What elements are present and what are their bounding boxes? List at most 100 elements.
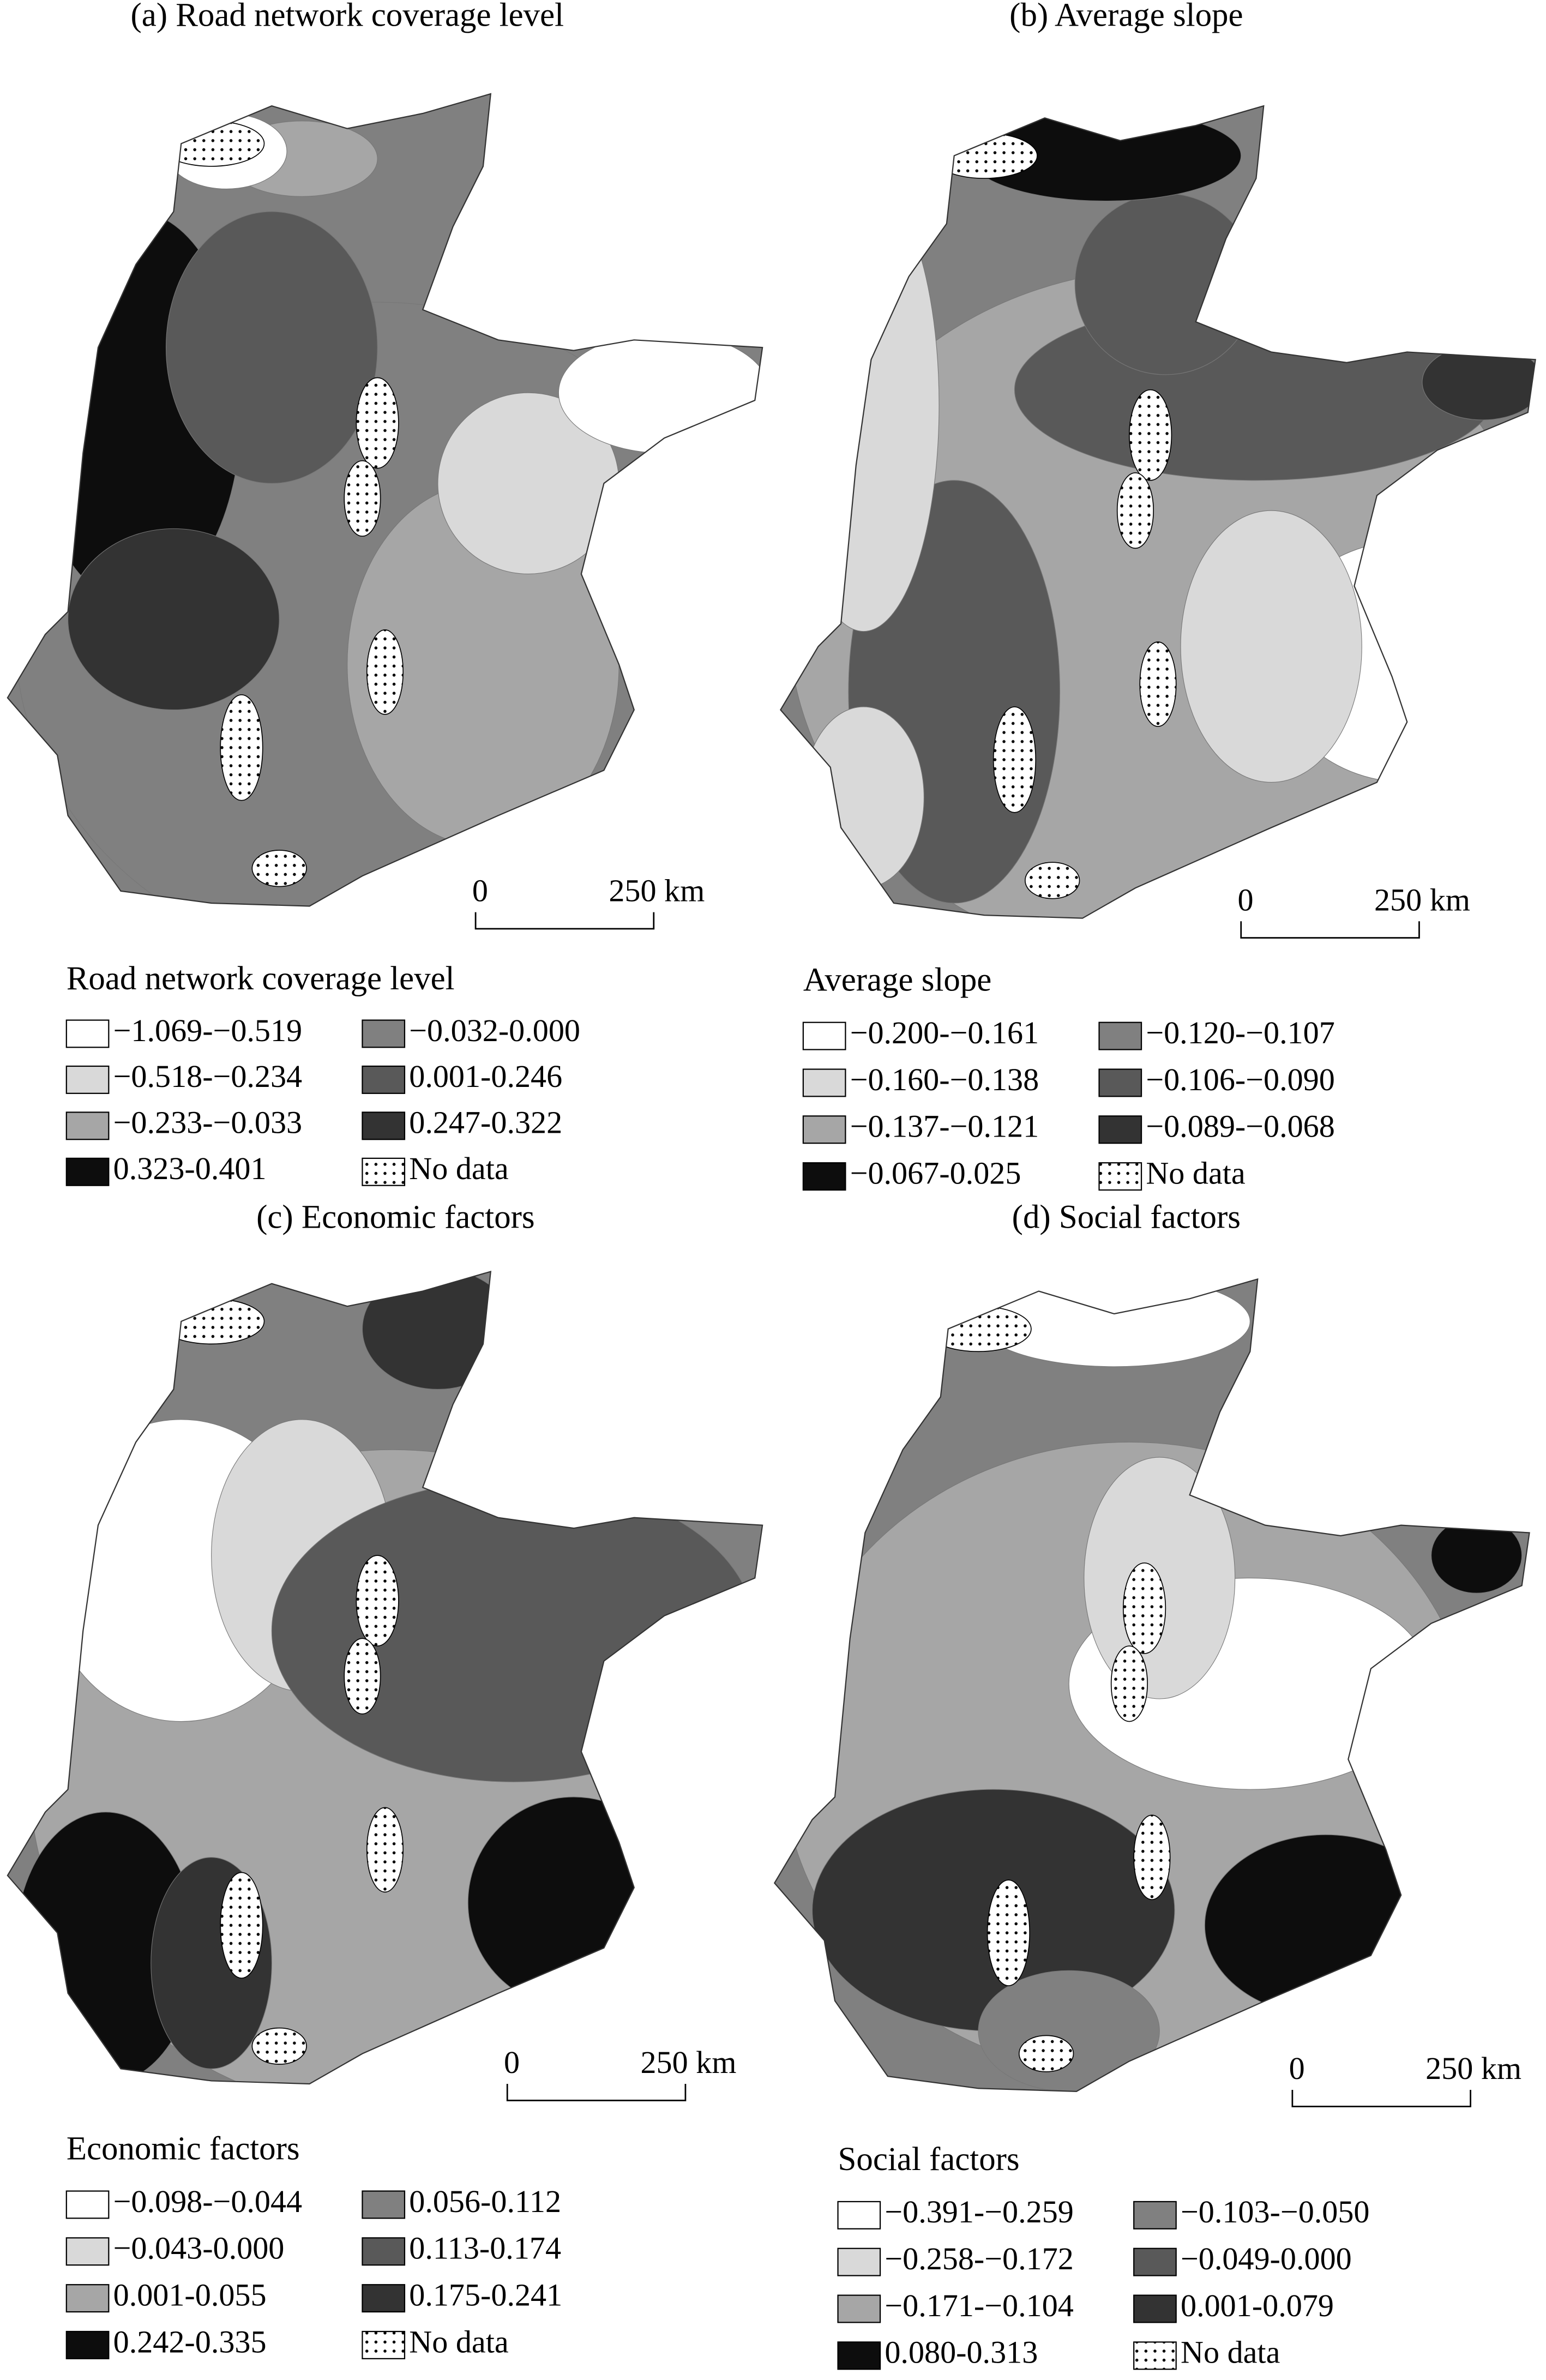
legend-swatch	[802, 1021, 846, 1050]
legend-swatch	[65, 2284, 110, 2313]
legend-label: −0.171-−0.104	[885, 2288, 1073, 2323]
legend-swatch	[65, 2237, 110, 2266]
panel-title: (c) Economic factors	[256, 1199, 535, 1235]
no-data-area	[366, 1807, 404, 1893]
no-data-area	[251, 850, 307, 887]
legend-swatch	[802, 1115, 846, 1144]
no-data-area	[158, 1298, 265, 1345]
no-data-area	[986, 1879, 1030, 1986]
no-data-area	[366, 629, 404, 715]
map-regions	[774, 1279, 1530, 2091]
legend-swatch	[1098, 1068, 1142, 1097]
legend-swatch	[1133, 2247, 1177, 2276]
legend-label: −0.518-−0.234	[113, 1059, 302, 1094]
no-data-area	[1025, 862, 1080, 899]
region	[978, 1970, 1160, 2091]
map-regions	[780, 106, 1536, 918]
legend-swatch	[362, 1065, 406, 1094]
legend-label: −0.137-−0.121	[850, 1109, 1039, 1144]
legend-label: −0.233-−0.033	[113, 1105, 302, 1140]
no-data-area	[220, 1872, 263, 1979]
no-data-area	[344, 1638, 381, 1715]
scale-zero: 0	[472, 873, 488, 909]
region	[467, 1796, 680, 2009]
scale-bar	[506, 2083, 687, 2101]
scale-label: 250 km	[609, 873, 705, 909]
legend-title: Road network coverage level	[67, 960, 455, 997]
legend-swatch	[362, 2284, 406, 2313]
no-data-area	[1133, 1814, 1171, 1901]
scale-zero: 0	[1238, 882, 1254, 917]
legend-swatch	[1133, 2341, 1177, 2370]
scale-bar	[1240, 921, 1420, 939]
map-regions	[7, 94, 763, 906]
scale-label: 250 km	[1374, 882, 1470, 917]
scale-label: 250 km	[1425, 2051, 1521, 2086]
no-data-area	[925, 1306, 1032, 1353]
no-data-area	[1139, 641, 1177, 727]
legend-label: No data	[1146, 1155, 1245, 1191]
legend-title: Average slope	[803, 962, 991, 999]
legend-label: −0.103-−0.050	[1181, 2194, 1369, 2229]
legend-swatch	[1133, 2294, 1177, 2323]
legend-swatch	[1098, 1021, 1142, 1050]
legend-swatch	[802, 1068, 846, 1097]
region	[271, 1480, 755, 1782]
legend-label: −0.098-−0.044	[113, 2184, 302, 2219]
legend-swatch	[837, 2341, 881, 2370]
legend-label: 0.113-0.174	[409, 2231, 561, 2266]
no-data-area	[1129, 389, 1172, 481]
legend-label: −0.043-0.000	[113, 2231, 285, 2266]
legend-label: 0.001-0.055	[113, 2277, 267, 2312]
legend-swatch	[1133, 2201, 1177, 2229]
region	[1422, 344, 1536, 420]
no-data-area	[356, 377, 399, 469]
legend-swatch	[65, 2190, 110, 2219]
legend-label: 0.323-0.401	[113, 1151, 267, 1186]
no-data-area	[158, 121, 265, 167]
no-data-area	[992, 706, 1037, 813]
map	[779, 105, 1537, 919]
legend-label: No data	[1181, 2335, 1280, 2370]
legend-label: −0.120-−0.107	[1146, 1015, 1334, 1050]
legend-swatch	[837, 2201, 881, 2229]
no-data-area	[356, 1555, 399, 1646]
legend-label: 0.056-0.112	[409, 2184, 561, 2219]
legend-swatch	[1098, 1115, 1142, 1144]
legend-label: −0.200-−0.161	[850, 1015, 1039, 1050]
map	[7, 93, 763, 907]
map	[7, 1271, 763, 2085]
legend-label: −0.032-0.000	[409, 1013, 580, 1048]
scale-label: 250 km	[640, 2045, 736, 2080]
legend-swatch	[362, 1157, 406, 1186]
scale-zero: 0	[1289, 2051, 1305, 2086]
legend-label: −0.160-−0.138	[850, 1062, 1039, 1097]
legend-swatch	[837, 2247, 881, 2276]
legend-swatch	[65, 1065, 110, 1094]
legend-label: No data	[409, 2324, 508, 2359]
panel-title: (b) Average slope	[1009, 0, 1243, 34]
legend-label: 0.247-0.322	[409, 1105, 562, 1140]
legend-swatch	[65, 1111, 110, 1140]
no-data-area	[1122, 1562, 1166, 1654]
legend-label: 0.001-0.079	[1181, 2288, 1334, 2323]
map	[773, 1278, 1530, 2093]
labels: (a) Road network coverage level 0 250 km Ro…	[65, 0, 1521, 2370]
scale-zero: 0	[504, 2045, 520, 2080]
region	[787, 178, 940, 632]
region	[1204, 1834, 1447, 2016]
legend-label: 0.242-0.335	[113, 2324, 267, 2359]
no-data-area	[251, 2027, 307, 2065]
scale-bar	[1291, 2090, 1471, 2107]
legend-label: −0.089-−0.068	[1146, 1109, 1334, 1144]
legend-swatch	[362, 2190, 406, 2219]
legend-label: 0.080-0.313	[885, 2335, 1038, 2370]
no-data-area	[344, 460, 381, 537]
region	[558, 332, 763, 454]
region	[1074, 193, 1256, 375]
legend-label: −0.258-−0.172	[885, 2241, 1073, 2276]
region	[1180, 510, 1362, 783]
legend-label: −0.067-0.025	[850, 1155, 1021, 1191]
legend-swatch	[65, 1019, 110, 1048]
